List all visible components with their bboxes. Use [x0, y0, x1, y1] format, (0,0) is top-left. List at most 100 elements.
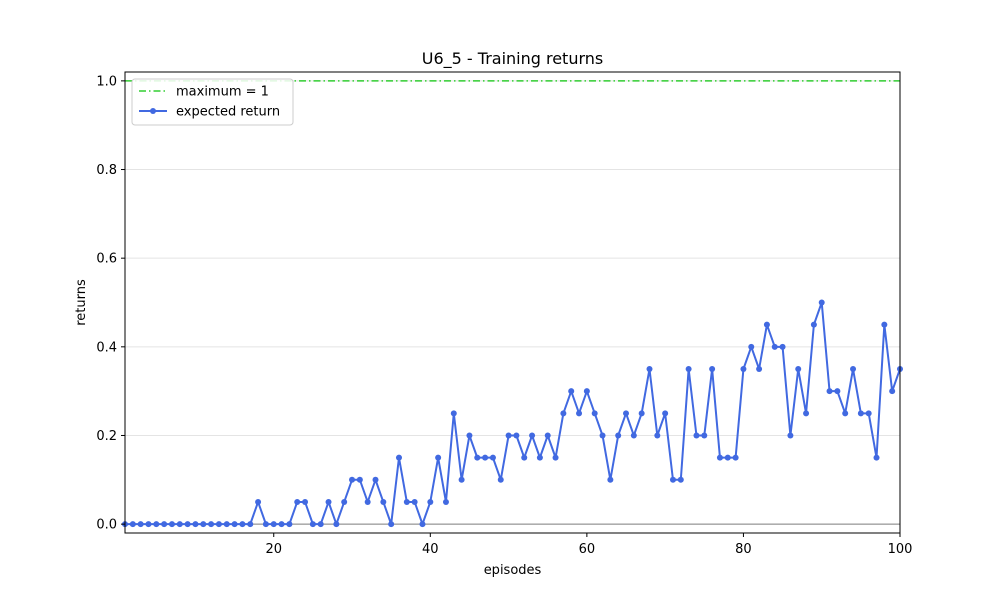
x-tick-label: 20: [265, 542, 282, 557]
legend-box: [131, 78, 294, 126]
data-point: [803, 410, 810, 417]
data-point: [842, 410, 849, 417]
y-tick-label: 0.0: [96, 518, 117, 533]
data-point: [630, 432, 637, 439]
data-point: [372, 476, 379, 483]
data-point: [552, 454, 559, 461]
data-point: [380, 498, 387, 505]
x-tick-label: 100: [888, 542, 913, 557]
y-tick-label: 0.6: [96, 252, 117, 267]
data-point: [497, 476, 504, 483]
data-point: [403, 498, 410, 505]
data-point: [129, 521, 136, 528]
data-point: [388, 521, 395, 528]
series-line-0: [125, 301, 901, 526]
data-point: [435, 454, 442, 461]
data-point: [474, 454, 481, 461]
y-tick-label: 1.0: [96, 74, 117, 89]
data-point: [576, 410, 583, 417]
data-point: [669, 476, 676, 483]
data-point: [231, 521, 238, 528]
data-point: [654, 432, 661, 439]
data-point: [599, 432, 606, 439]
data-point: [505, 432, 512, 439]
data-point: [286, 521, 293, 528]
data-point: [466, 432, 473, 439]
x-axis-label: episodes: [484, 563, 542, 578]
data-point: [208, 521, 215, 528]
data-point: [411, 498, 418, 505]
data-point: [364, 498, 371, 505]
chart-title: U6_5 - Training returns: [422, 49, 604, 69]
data-point: [850, 365, 857, 372]
data-point: [810, 321, 817, 328]
data-point: [834, 388, 841, 395]
data-point: [748, 343, 755, 350]
data-point: [763, 321, 770, 328]
data-point: [450, 410, 457, 417]
data-point: [161, 521, 168, 528]
data-point: [153, 521, 160, 528]
data-point: [638, 410, 645, 417]
data-point: [442, 498, 449, 505]
data-point: [615, 432, 622, 439]
data-point: [732, 454, 739, 461]
data-point: [795, 365, 802, 372]
data-point: [529, 432, 536, 439]
data-point: [262, 521, 269, 528]
data-point: [489, 454, 496, 461]
data-point: [333, 521, 340, 528]
legend-expected-return-label: expected return: [176, 105, 280, 120]
data-point: [607, 476, 614, 483]
data-point: [145, 521, 152, 528]
data-point: [771, 343, 778, 350]
axes-frame: [124, 71, 901, 534]
data-point: [349, 476, 356, 483]
data-point: [176, 521, 183, 528]
data-point: [787, 432, 794, 439]
data-point: [223, 521, 230, 528]
data-point: [137, 521, 144, 528]
data-point: [270, 521, 277, 528]
data-point: [521, 454, 528, 461]
data-point: [419, 521, 426, 528]
data-point: [325, 498, 332, 505]
data-point: [756, 365, 763, 372]
data-point: [623, 410, 630, 417]
data-point: [677, 476, 684, 483]
data-point: [239, 521, 246, 528]
x-tick-label: 60: [579, 542, 596, 557]
reference-lines: [125, 80, 900, 525]
data-point: [709, 365, 716, 372]
data-point: [740, 365, 747, 372]
series-layer: [122, 299, 903, 528]
data-point: [317, 521, 324, 528]
y-tick-label: 0.8: [96, 163, 117, 178]
data-point: [255, 498, 262, 505]
data-point: [568, 388, 575, 395]
data-point: [278, 521, 285, 528]
data-point: [168, 521, 175, 528]
legend: maximum = 1 expected return: [131, 78, 294, 126]
data-point: [826, 388, 833, 395]
data-point: [309, 521, 316, 528]
data-point: [857, 410, 864, 417]
data-point: [536, 454, 543, 461]
data-point: [583, 388, 590, 395]
x-tick-label: 40: [422, 542, 439, 557]
legend-expected-return-swatch-marker: [150, 108, 156, 114]
data-point: [881, 321, 888, 328]
data-point: [215, 521, 222, 528]
data-point: [294, 498, 301, 505]
data-point: [591, 410, 598, 417]
data-point: [701, 432, 708, 439]
data-point: [192, 521, 199, 528]
y-tick-label: 0.2: [96, 429, 117, 444]
data-point: [716, 454, 723, 461]
data-point: [865, 410, 872, 417]
data-point: [662, 410, 669, 417]
data-point: [341, 498, 348, 505]
data-point: [818, 299, 825, 306]
legend-maximum-label: maximum = 1: [176, 85, 269, 100]
data-point: [356, 476, 363, 483]
